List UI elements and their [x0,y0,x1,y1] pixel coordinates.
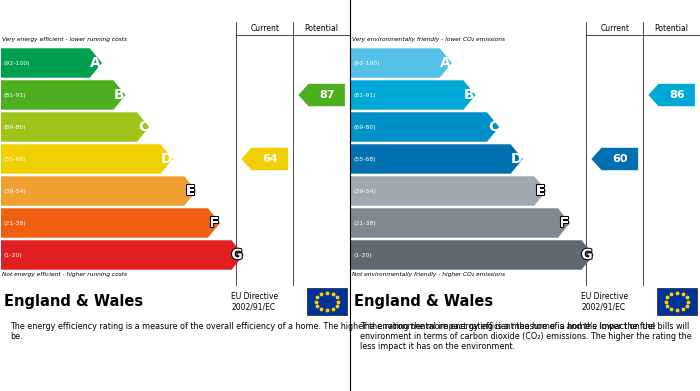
Text: F: F [209,216,219,230]
Text: (39-54): (39-54) [354,188,377,194]
Text: Environmental Impact (CO₂) Rating: Environmental Impact (CO₂) Rating [358,6,565,16]
Polygon shape [351,240,594,270]
Text: F: F [559,216,569,230]
Text: Very environmentally friendly - lower CO₂ emissions: Very environmentally friendly - lower CO… [352,37,505,42]
Bar [657,288,697,315]
Polygon shape [298,84,345,106]
Text: D: D [510,152,522,166]
Polygon shape [592,148,638,170]
Text: A: A [440,56,451,70]
Text: Very energy efficient - lower running costs: Very energy efficient - lower running co… [2,37,127,42]
Text: B: B [464,88,475,102]
Text: (1-20): (1-20) [354,253,372,258]
Text: (69-80): (69-80) [354,124,377,129]
Text: A: A [90,56,101,70]
Text: 86: 86 [669,90,685,100]
Text: (69-80): (69-80) [4,124,27,129]
Text: C: C [488,120,498,134]
Text: B: B [114,88,125,102]
Polygon shape [351,48,452,78]
Polygon shape [1,240,244,270]
Text: (21-38): (21-38) [354,221,377,226]
Text: England & Wales: England & Wales [4,294,143,309]
Text: (92-100): (92-100) [354,61,381,66]
Polygon shape [351,112,499,142]
Text: Not energy efficient - higher running costs: Not energy efficient - higher running co… [2,272,127,277]
Polygon shape [1,176,197,206]
Text: Current: Current [601,24,629,33]
Polygon shape [241,148,288,170]
Polygon shape [1,112,149,142]
Text: England & Wales: England & Wales [354,294,493,309]
Text: (55-68): (55-68) [4,156,27,161]
Text: (92-100): (92-100) [4,61,31,66]
Polygon shape [1,80,125,110]
Text: Potential: Potential [654,24,689,33]
Polygon shape [1,48,102,78]
Polygon shape [648,84,695,106]
Text: (55-68): (55-68) [354,156,377,161]
Polygon shape [1,208,220,238]
Text: (81-91): (81-91) [4,93,27,97]
Text: G: G [231,248,243,262]
Text: Energy Efficiency Rating: Energy Efficiency Rating [8,6,153,16]
Text: Current: Current [251,24,279,33]
Text: EU Directive
2002/91/EC: EU Directive 2002/91/EC [581,292,628,311]
Text: 64: 64 [262,154,278,164]
Polygon shape [351,176,547,206]
Polygon shape [351,80,475,110]
Text: Not environmentally friendly - higher CO₂ emissions: Not environmentally friendly - higher CO… [352,272,505,277]
Text: C: C [138,120,148,134]
Bar [307,288,347,315]
Text: (39-54): (39-54) [4,188,27,194]
Text: (21-38): (21-38) [4,221,27,226]
Text: E: E [536,184,545,198]
Text: (81-91): (81-91) [354,93,377,97]
Text: E: E [186,184,195,198]
Text: 87: 87 [319,90,335,100]
Text: The energy efficiency rating is a measure of the overall efficiency of a home. T: The energy efficiency rating is a measur… [10,322,690,341]
Text: (1-20): (1-20) [4,253,22,258]
Text: D: D [160,152,172,166]
Polygon shape [351,208,570,238]
Polygon shape [351,144,523,174]
Text: 60: 60 [612,154,628,164]
Text: Potential: Potential [304,24,339,33]
Text: G: G [581,248,593,262]
Text: EU Directive
2002/91/EC: EU Directive 2002/91/EC [231,292,278,311]
Text: The environmental impact rating is a measure of a home's impact on the environme: The environmental impact rating is a mea… [360,322,692,352]
Polygon shape [1,144,173,174]
